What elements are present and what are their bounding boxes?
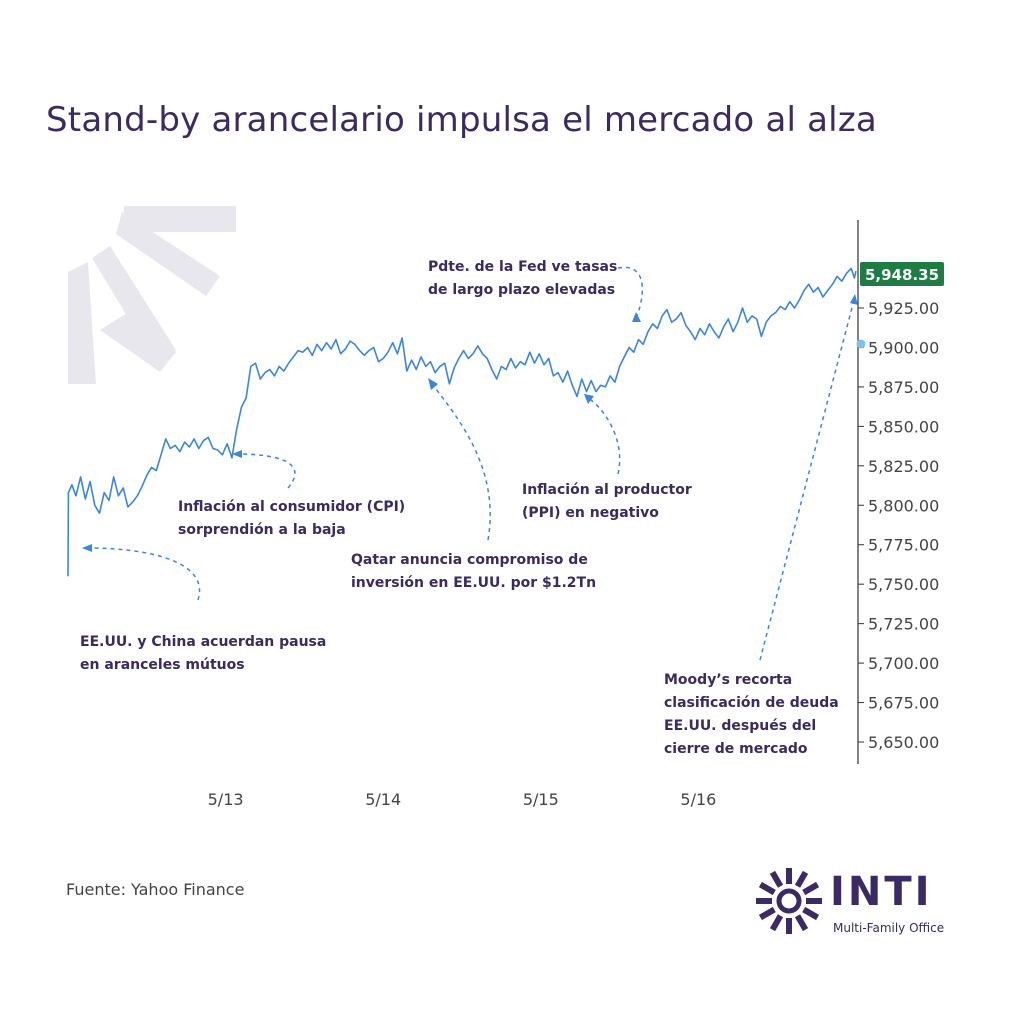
- decorative-sun-icon: [68, 206, 236, 384]
- y-tick-label: 5,875.00: [868, 378, 939, 397]
- y-tick-label: 5,675.00: [868, 694, 939, 713]
- annotation-5: Pdte. de la Fed ve tasas de largo plazo …: [428, 259, 622, 298]
- y-tick-label: 5,775.00: [868, 536, 939, 555]
- x-axis-labels: 5/13 5/14 5/15 5/16: [208, 790, 717, 809]
- arrowhead-1: [82, 544, 92, 552]
- y-tick-label: 5,750.00: [868, 575, 939, 594]
- arrowhead-4: [584, 394, 594, 404]
- annotation-leader-1: [87, 547, 201, 601]
- y-tick-label: 5,900.00: [868, 338, 939, 357]
- annotation-leader-2: [237, 453, 296, 489]
- annotation-leader-4: [587, 397, 621, 475]
- y-tick-label: 5,850.00: [868, 417, 939, 436]
- arrowhead-6: [850, 294, 858, 305]
- annotation-leader-5: [617, 266, 644, 319]
- arrowhead-3: [428, 378, 438, 390]
- annotation-leader-6: [759, 299, 855, 661]
- y-axis-ticks: 5,925.00 5,900.00 5,875.00 5,850.00 5,825.00…: [858, 299, 939, 752]
- annotation-1: EE.UU. y China acuerdan pausa en arancel…: [80, 634, 331, 673]
- y-tick-label: 5,725.00: [868, 615, 939, 634]
- annotation-2: Inflación al consumidor (CPI) sorprendió…: [178, 499, 410, 538]
- inti-sun-logo-icon: [756, 868, 822, 934]
- chart-title: Stand-by arancelario impulsa el mercado …: [46, 100, 877, 140]
- brand-name: INTI: [830, 869, 933, 915]
- brand-tagline: Multi-Family Office: [833, 921, 945, 935]
- y-tick-label: 5,700.00: [868, 654, 939, 673]
- annotation-6: Moody’s recorta clasificación de deuda E…: [664, 672, 844, 757]
- x-tick-label: 5/14: [365, 790, 401, 809]
- annotation-4: Inflación al productor (PPI) en negativo: [522, 482, 697, 521]
- y-tick-label: 5,650.00: [868, 733, 939, 752]
- y-tick-label: 5,925.00: [868, 299, 939, 318]
- source-note: Fuente: Yahoo Finance: [66, 880, 245, 899]
- arrowhead-2: [232, 450, 242, 458]
- x-tick-label: 5/16: [680, 790, 716, 809]
- arrowhead-5: [632, 312, 641, 322]
- y-tick-label: 5,825.00: [868, 457, 939, 476]
- annotation-3: Qatar anuncia compromiso de inversión en…: [351, 552, 596, 591]
- last-price-label: 5,948.35: [865, 266, 939, 284]
- last-price-badge: 5,948.35: [860, 262, 944, 286]
- y-tick-label: 5,800.00: [868, 496, 939, 515]
- x-tick-label: 5/15: [523, 790, 559, 809]
- moody-marker-dot: [856, 339, 866, 349]
- price-series-line: [67, 267, 857, 577]
- annotation-leader-3: [431, 383, 491, 541]
- x-tick-label: 5/13: [208, 790, 244, 809]
